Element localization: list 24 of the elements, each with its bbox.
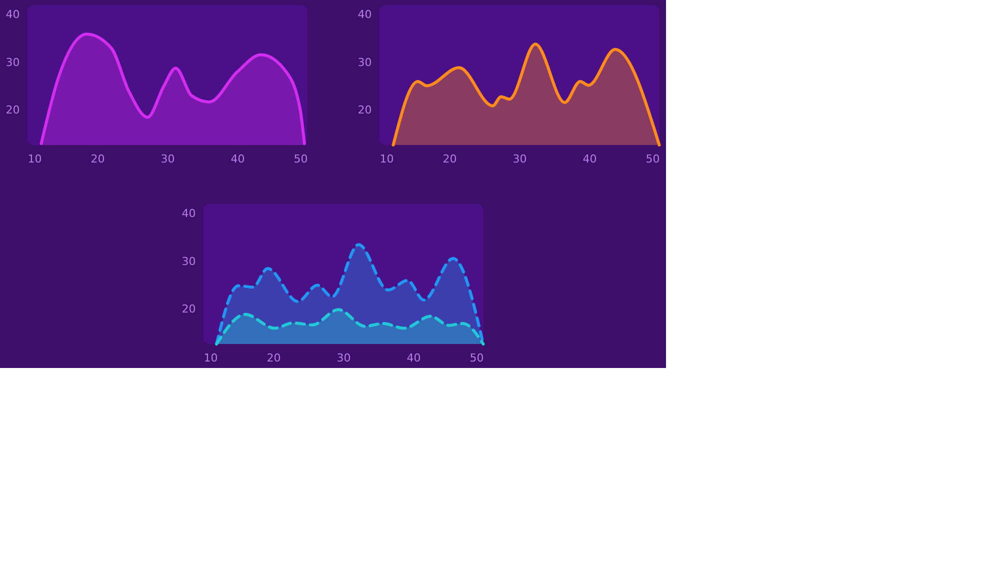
y-tick-label: 30 (182, 254, 196, 268)
x-tick-label: 30 (336, 352, 351, 364)
y-tick-label: 30 (6, 56, 20, 69)
x-tick-label: 30 (512, 152, 527, 166)
x-tick-label: 20 (442, 152, 457, 166)
y-tick-label: 30 (358, 56, 372, 69)
x-tick-label: 20 (266, 352, 281, 364)
x-tick-label: 10 (380, 152, 394, 166)
y-tick-label: 40 (182, 207, 196, 220)
x-tick-label: 40 (582, 152, 597, 166)
y-tick-label: 20 (358, 104, 372, 117)
x-tick-label: 20 (90, 152, 105, 166)
x-tick-label: 50 (294, 152, 308, 166)
x-tick-label: 10 (28, 152, 42, 166)
y-tick-label: 40 (6, 8, 20, 22)
x-tick-label: 40 (406, 352, 421, 364)
x-tick-label: 10 (204, 352, 218, 364)
y-tick-label: 20 (182, 302, 196, 316)
y-tick-label: 40 (358, 8, 372, 22)
y-tick-label: 20 (6, 104, 20, 117)
x-tick-label: 50 (646, 152, 660, 166)
x-tick-label: 50 (470, 352, 484, 364)
x-tick-label: 40 (230, 152, 245, 166)
x-tick-label: 30 (160, 152, 175, 166)
